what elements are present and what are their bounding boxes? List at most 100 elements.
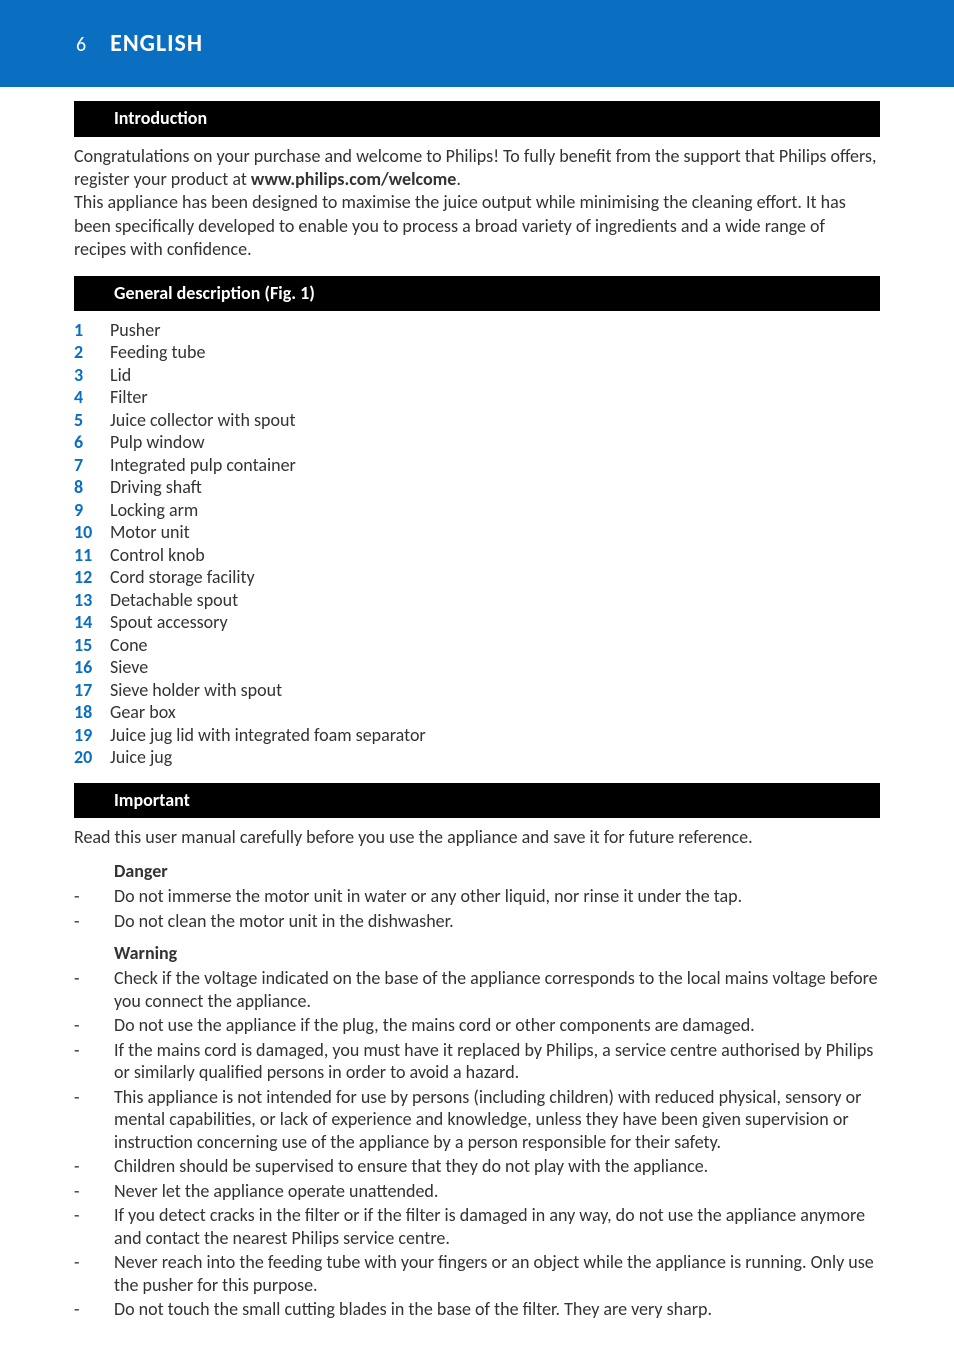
dash-bullet: - — [74, 1251, 104, 1296]
parts-list-label: Juice jug — [110, 746, 172, 769]
parts-list-item: 12 Cord storage facility — [74, 566, 880, 589]
parts-list-item: 17 Sieve holder with spout — [74, 679, 880, 702]
parts-list: 1 Pusher 2 Feeding tube 3 Lid4Filter5 Juice co… — [74, 319, 880, 769]
parts-list-label: Pusher — [110, 319, 160, 342]
list-item: -Do not clean the motor unit in the dish… — [74, 910, 880, 933]
list-item: -Never reach into the feeding tube with … — [74, 1251, 880, 1296]
intro-p1-post: . — [456, 168, 461, 190]
parts-list-number: 2 — [74, 341, 102, 364]
list-item: -Children should be supervised to ensure… — [74, 1155, 880, 1178]
dash-bullet: - — [74, 967, 104, 1012]
parts-list-item: 10 Motor unit — [74, 521, 880, 544]
list-item-text: If you detect cracks in the filter or if… — [114, 1204, 880, 1249]
parts-list-item: 1 Pusher — [74, 319, 880, 342]
list-item: -Check if the voltage indicated on the b… — [74, 967, 880, 1012]
parts-list-label: Lid — [110, 364, 131, 387]
parts-list-item: 2 Feeding tube — [74, 341, 880, 364]
parts-list-number: 5 — [74, 409, 102, 432]
dash-bullet: - — [74, 1086, 104, 1154]
list-item: -If the mains cord is damaged, you must … — [74, 1039, 880, 1084]
parts-list-item: 19 Juice jug lid with integrated foam sep… — [74, 724, 880, 747]
parts-list-item: 3 Lid — [74, 364, 880, 387]
dash-bullet: - — [74, 1039, 104, 1084]
parts-list-number: 4 — [74, 386, 102, 409]
introduction-body: Congratulations on your purchase and wel… — [74, 145, 880, 262]
important-lead: Read this user manual carefully before y… — [74, 826, 880, 849]
parts-list-label: Control knob — [110, 544, 205, 567]
intro-paragraph-1: Congratulations on your purchase and wel… — [74, 145, 880, 192]
parts-list-label: Gear box — [110, 701, 176, 724]
list-item-text: This appliance is not intended for use b… — [114, 1086, 880, 1154]
parts-list-label: Integrated pulp container — [110, 454, 296, 477]
page-number: 6 — [76, 32, 86, 58]
dash-bullet: - — [74, 1155, 104, 1178]
intro-paragraph-2: This appliance has been designed to maxi… — [74, 191, 880, 261]
dash-bullet: - — [74, 885, 104, 908]
list-item-text: Never let the appliance operate unattend… — [114, 1180, 880, 1203]
parts-list-label: Cone — [110, 634, 148, 657]
parts-list-number: 10 — [74, 521, 102, 544]
parts-list-number: 8 — [74, 476, 102, 499]
parts-list-number: 16 — [74, 656, 102, 679]
intro-p1-pre: Congratulations on your purchase and wel… — [74, 145, 876, 190]
parts-list-item: 20 Juice jug — [74, 746, 880, 769]
parts-list-number: 13 — [74, 589, 102, 612]
parts-list-number: 15 — [74, 634, 102, 657]
parts-list-number: 3 — [74, 364, 102, 387]
parts-list-item: 16 Sieve — [74, 656, 880, 679]
list-item-text: Children should be supervised to ensure … — [114, 1155, 880, 1178]
section-important-title: Important — [74, 783, 880, 818]
parts-list-number: 12 — [74, 566, 102, 589]
parts-list-number: 11 — [74, 544, 102, 567]
parts-list-number: 1 — [74, 319, 102, 342]
dash-bullet: - — [74, 1204, 104, 1249]
parts-list-number: 20 — [74, 746, 102, 769]
list-item-text: Do not immerse the motor unit in water o… — [114, 885, 880, 908]
parts-list-number: 18 — [74, 701, 102, 724]
parts-list-number: 14 — [74, 611, 102, 634]
list-item-text: If the mains cord is damaged, you must h… — [114, 1039, 880, 1084]
parts-list-label: Motor unit — [110, 521, 190, 544]
parts-list-label: Feeding tube — [110, 341, 205, 364]
parts-list-label: Spout accessory — [110, 611, 228, 634]
list-item-text: Do not use the appliance if the plug, th… — [114, 1014, 880, 1037]
parts-list-item: 7 Integrated pulp container — [74, 454, 880, 477]
page-header: 6 ENGLISH — [0, 0, 954, 87]
parts-list-item: 18 Gear box — [74, 701, 880, 724]
warning-list: -Check if the voltage indicated on the b… — [74, 967, 880, 1321]
list-item: -Do not immerse the motor unit in water … — [74, 885, 880, 908]
parts-list-item: 13 Detachable spout — [74, 589, 880, 612]
parts-list-item: 15 Cone — [74, 634, 880, 657]
parts-list-item: 4Filter — [74, 386, 880, 409]
intro-p1-link: www.philips.com/welcome — [251, 168, 456, 190]
parts-list-item: 5 Juice collector with spout — [74, 409, 880, 432]
list-item-text: Never reach into the feeding tube with y… — [114, 1251, 880, 1296]
dash-bullet: - — [74, 910, 104, 933]
list-item: -This appliance is not intended for use … — [74, 1086, 880, 1154]
danger-heading: Danger — [114, 860, 880, 883]
parts-list-item: 8Driving shaft — [74, 476, 880, 499]
list-item: -Do not use the appliance if the plug, t… — [74, 1014, 880, 1037]
list-item-text: Do not touch the small cutting blades in… — [114, 1298, 880, 1321]
dash-bullet: - — [74, 1298, 104, 1321]
parts-list-item: 11 Control knob — [74, 544, 880, 567]
dash-bullet: - — [74, 1014, 104, 1037]
list-item-text: Check if the voltage indicated on the ba… — [114, 967, 880, 1012]
parts-list-number: 7 — [74, 454, 102, 477]
parts-list-number: 9 — [74, 499, 102, 522]
list-item: -Do not touch the small cutting blades i… — [74, 1298, 880, 1321]
parts-list-label: Sieve holder with spout — [110, 679, 282, 702]
danger-list: -Do not immerse the motor unit in water … — [74, 885, 880, 932]
section-general-description-title: General description (Fig. 1) — [74, 276, 880, 311]
parts-list-label: Juice collector with spout — [110, 409, 295, 432]
parts-list-label: Cord storage facility — [110, 566, 255, 589]
language-title: ENGLISH — [110, 28, 203, 59]
parts-list-item: 9Locking arm — [74, 499, 880, 522]
parts-list-label: Detachable spout — [110, 589, 238, 612]
parts-list-label: Sieve — [110, 656, 148, 679]
parts-list-number: 17 — [74, 679, 102, 702]
list-item-text: Do not clean the motor unit in the dishw… — [114, 910, 880, 933]
section-introduction-title: Introduction — [74, 101, 880, 136]
parts-list-number: 19 — [74, 724, 102, 747]
parts-list-label: Juice jug lid with integrated foam separ… — [110, 724, 426, 747]
